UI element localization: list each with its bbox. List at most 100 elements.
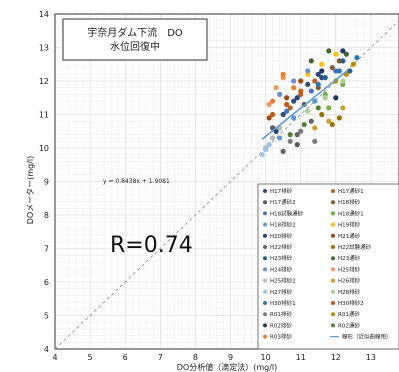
legend-label: H17排砂 — [270, 187, 293, 195]
data-point — [326, 118, 332, 124]
legend-label: H24排砂 — [270, 265, 293, 273]
x-tick-label: 11 — [296, 353, 306, 362]
data-point — [312, 98, 318, 104]
y-tick-label: 5 — [44, 312, 49, 321]
legend-label: R01排砂 — [270, 310, 292, 318]
legend-marker — [331, 301, 335, 305]
data-point — [333, 95, 339, 101]
data-point — [287, 105, 293, 111]
title-box: 宇奈月ダム下流 DO 水位回復中 — [62, 18, 208, 61]
data-point — [308, 58, 314, 64]
data-point — [287, 132, 293, 138]
legend-marker — [263, 334, 267, 339]
data-point — [294, 132, 300, 138]
data-point — [266, 101, 272, 108]
x-tick-label: 10 — [261, 353, 271, 362]
data-point — [301, 121, 307, 128]
x-tick-label: 4 — [52, 353, 57, 362]
legend-marker — [331, 245, 335, 249]
data-point — [291, 115, 297, 121]
legend-label: H27排砂 — [270, 288, 293, 296]
data-point — [266, 142, 272, 148]
data-point — [280, 148, 286, 154]
legend-marker — [263, 256, 267, 261]
axis-ticks: 4 5 6 7 8 9 10 11 12 13 4 5 6 7 8 9 10 11 12 13 14 — [39, 10, 376, 362]
legend-label: H18排砂2 — [270, 221, 296, 229]
data-point — [319, 61, 325, 67]
legend-label: H17通砂2 — [270, 198, 296, 206]
data-point — [350, 61, 356, 67]
data-point — [315, 105, 321, 111]
legend-marker — [263, 301, 267, 305]
data-point — [270, 98, 276, 104]
data-point — [273, 85, 279, 91]
data-point — [291, 98, 297, 104]
data-point — [322, 75, 328, 81]
legend-marker — [331, 233, 335, 238]
x-tick-label: 13 — [366, 353, 376, 362]
legend-label: R02排砂 — [270, 321, 292, 329]
data-point — [270, 135, 276, 141]
chart-title-line-1: 宇奈月ダム下流 DO — [87, 26, 183, 39]
legend-label: H18排砂 — [338, 198, 361, 206]
y-tick-label: 4 — [44, 345, 49, 354]
x-tick-label: 6 — [123, 353, 128, 362]
data-point — [354, 54, 360, 61]
x-tick-label: 7 — [158, 353, 163, 362]
data-point — [326, 48, 332, 54]
data-point — [326, 105, 332, 111]
data-point — [340, 105, 346, 111]
legend-label: H26排砂 — [338, 277, 361, 285]
legend-label: H18通砂1 — [338, 209, 364, 217]
data-point — [329, 121, 335, 128]
data-point — [340, 78, 346, 84]
legend-marker — [331, 211, 335, 216]
legend-marker — [263, 323, 267, 328]
legend-marker — [331, 323, 335, 328]
data-point — [305, 68, 311, 74]
legend-label: H23排砂 — [270, 254, 293, 262]
data-point — [294, 95, 300, 101]
y-tick-label: 9 — [44, 178, 49, 187]
legend-marker — [263, 245, 267, 249]
data-point — [315, 71, 321, 77]
data-point — [312, 125, 318, 131]
data-point — [284, 101, 290, 108]
data-point — [284, 95, 290, 101]
data-point — [315, 81, 321, 87]
legend-marker — [331, 289, 335, 294]
y-axis-title: DOメーター(mg/l) — [26, 156, 35, 225]
x-tick-label: 8 — [193, 353, 198, 362]
legend-box — [257, 183, 399, 350]
data-point — [305, 81, 311, 87]
legend-label: H30排砂2 — [338, 299, 364, 307]
legend-label-trendline: 線形（近似曲線用） — [342, 333, 392, 341]
y-tick-label: 10 — [39, 144, 49, 153]
data-point — [298, 88, 304, 94]
data-point — [298, 128, 304, 134]
legend-label: H23通砂 — [338, 254, 361, 262]
regression-line — [261, 70, 347, 140]
data-point — [312, 138, 318, 144]
legend-label: H28排砂 — [338, 288, 361, 296]
legend-marker — [331, 222, 335, 227]
legend-marker — [331, 267, 335, 272]
data-point — [322, 95, 328, 101]
y-tick-label: 13 — [39, 44, 49, 53]
data-point — [287, 138, 293, 144]
data-point — [336, 68, 342, 74]
legend-marker — [263, 278, 267, 283]
legend-marker — [263, 222, 267, 227]
x-tick-label: 9 — [228, 353, 233, 362]
data-point — [305, 108, 311, 114]
data-point — [336, 115, 342, 121]
data-point — [277, 91, 283, 97]
x-tick-label: 5 — [88, 353, 93, 362]
data-point — [340, 48, 346, 54]
legend-marker — [331, 256, 335, 261]
legend-marker — [263, 233, 267, 238]
data-point — [312, 78, 318, 84]
legend-label: H22試験通砂 — [338, 243, 372, 251]
legend: H17排砂 H17通砂1 H17通砂2 H18排砂 H18試験通砂 H18通砂1 H18排砂… — [257, 183, 399, 350]
